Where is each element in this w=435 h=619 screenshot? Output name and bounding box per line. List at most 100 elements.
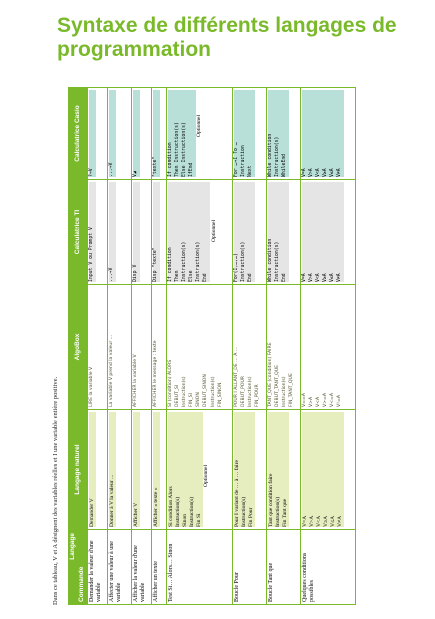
table-row: Demander la valeur d'une variable Demande… bbox=[87, 87, 108, 605]
command-cell: Afficher la valeur d'une variable bbox=[131, 529, 152, 605]
code-line: End bbox=[203, 182, 211, 282]
code-cell: While condition Instruction(s) WhileEnd bbox=[266, 87, 301, 180]
code-line: V≠A bbox=[337, 182, 345, 282]
code-line: FIN_SINON bbox=[217, 382, 223, 408]
code-cell: Afficher V bbox=[131, 409, 152, 530]
code-cell: For …→I To … Instruction Next bbox=[232, 87, 267, 180]
code-line: End bbox=[248, 182, 255, 282]
code-line: V=A bbox=[302, 182, 309, 282]
code-line: Instruction bbox=[241, 90, 248, 177]
code-cell: LIRE la variable V bbox=[87, 284, 108, 410]
optional-note: Optionnel bbox=[210, 220, 217, 242]
corner-cell: Langage Commande bbox=[68, 529, 88, 605]
code-line: V==A bbox=[302, 393, 307, 407]
command-cell: Afficher un texte bbox=[151, 529, 167, 605]
code-cell: Si condition Alors Instruction(s) Sinon Ins… bbox=[166, 409, 233, 530]
code-line: While condition bbox=[268, 90, 275, 177]
code-line: "texte" bbox=[153, 90, 160, 177]
code-cell: For(I,…,…) Instruction(s) End bbox=[232, 179, 267, 285]
code-cell: If condition Then Instruction(s) Else Instru… bbox=[166, 179, 233, 285]
code-line: FIN_TANT_QUE bbox=[289, 373, 295, 407]
code-line: V>A bbox=[309, 182, 316, 282]
code-line: Instruction(s) bbox=[248, 376, 254, 407]
command-cell: Boucle Tant que bbox=[266, 529, 301, 605]
code-cell: Pour I variant de … à … faire Instruction… bbox=[232, 409, 267, 530]
code-line: IfEnd bbox=[189, 90, 196, 177]
code-line: SINON bbox=[196, 392, 202, 407]
code-cell: ...→V bbox=[107, 87, 132, 180]
code-line: Instruction(s) bbox=[275, 412, 282, 527]
code-line: ...→V bbox=[109, 182, 116, 282]
command-cell: Test Si… Alors… Sinon bbox=[166, 529, 233, 605]
code-line: V=A bbox=[302, 90, 309, 177]
command-cell: Boucle Pour bbox=[232, 529, 267, 605]
optional-note: Optionnel bbox=[203, 465, 210, 487]
code-line: V≥A bbox=[323, 412, 330, 527]
code-line: Input V ou Prompt V bbox=[89, 182, 96, 282]
code-line: SI (condition) ALORS bbox=[168, 359, 173, 407]
code-line: LIRE la variable V bbox=[89, 366, 94, 407]
code-line: Else Instruction(s) bbox=[182, 90, 189, 177]
code-line: Instruction(s) bbox=[275, 90, 282, 177]
column-header: Langage naturel bbox=[68, 409, 88, 530]
code-line: Instruction(s) bbox=[282, 376, 288, 407]
code-line: V<A bbox=[316, 396, 322, 407]
code-line: Afficher V bbox=[133, 412, 140, 527]
table-row: Quelques conditions possibles V=A V>A V<A V≥… bbox=[300, 87, 356, 605]
table-wrapper: Langage Commande Langage naturel AlgoBox C… bbox=[68, 87, 356, 605]
code-line: V>=A bbox=[323, 393, 329, 407]
code-cell: SI (condition) ALORS DEBUT_SI Instruction(… bbox=[166, 284, 233, 410]
code-line: Instruction(s) bbox=[241, 412, 248, 527]
table-row: Boucle Tant que Tant que condition faire I… bbox=[266, 87, 301, 605]
code-line: V≤A bbox=[330, 412, 337, 527]
code-line: V<=A bbox=[330, 393, 336, 407]
code-cell: AFFICHER la variable V bbox=[131, 284, 152, 410]
code-line: For …→I To … bbox=[234, 90, 241, 177]
code-line: Fin Si bbox=[196, 412, 203, 527]
column-header: AlgoBox bbox=[68, 284, 88, 410]
code-line: V>A bbox=[309, 90, 316, 177]
code-line: Instruction(s) bbox=[182, 376, 188, 407]
code-cell: V=A V>A V<A V≥A V≤A V≠A bbox=[300, 409, 356, 530]
code-line: End bbox=[282, 182, 289, 282]
code-cell: If condition Then Instruction(s) Else Inst… bbox=[166, 87, 233, 180]
table-row: Test Si… Alors… Sinon Si condition Alors I… bbox=[166, 87, 233, 605]
code-line: Fin Pour bbox=[248, 412, 255, 527]
code-line: Demander V bbox=[89, 412, 96, 527]
code-cell: AFFICHER le message : texte bbox=[151, 284, 167, 410]
code-line: If condition bbox=[168, 182, 175, 282]
code-line: Disp "texte" bbox=[153, 182, 160, 282]
code-line: Disp V bbox=[133, 182, 140, 282]
code-line: V≥A bbox=[323, 90, 330, 177]
optional-note: Optionnel bbox=[196, 115, 203, 137]
code-line: DEBUT_SI bbox=[175, 384, 181, 407]
code-cell: Donner à V la valeur ... bbox=[107, 409, 132, 530]
code-cell: "texte" bbox=[151, 87, 167, 180]
corner-bottom: Commande bbox=[78, 566, 86, 602]
code-cell: ...→V bbox=[107, 179, 132, 285]
code-line: Instruction(s) bbox=[210, 376, 216, 407]
code-cell: POUR I ALLANT_DE … A … DEBUT_POUR Instruct… bbox=[232, 284, 267, 410]
page-title: Syntaxe de différents langages de progra… bbox=[57, 14, 397, 61]
code-cell: V=A V>A V<A V≥A V≤A V≠A bbox=[300, 179, 356, 285]
code-line: DEBUT_SINON bbox=[203, 374, 209, 407]
code-cell: Disp V bbox=[131, 179, 152, 285]
code-line: While condition bbox=[268, 182, 275, 282]
code-line: Pour I variant de … à … faire bbox=[234, 412, 241, 527]
code-line: V◢ bbox=[133, 90, 140, 177]
code-line: Instruction(s) bbox=[175, 412, 182, 527]
code-line: Instruction(s) bbox=[241, 182, 248, 282]
code-line: AFFICHER le message : texte bbox=[153, 340, 158, 407]
code-line: Si condition Alors bbox=[168, 412, 175, 527]
code-line: WhileEnd bbox=[282, 90, 289, 177]
code-line: Instruction(s) bbox=[182, 182, 189, 282]
code-line: Afficher « texte » bbox=[153, 412, 160, 527]
table-row: Afficher un texte Afficher « texte » AFFIC… bbox=[151, 87, 167, 605]
code-line: Instruction(s) bbox=[189, 412, 196, 527]
table-row: Afficher la valeur d'une variable Affiche… bbox=[131, 87, 152, 605]
code-line: DEBUT_POUR bbox=[241, 376, 247, 407]
code-line: V≤A bbox=[330, 182, 337, 282]
column-header: Calculatrice TI bbox=[68, 179, 88, 285]
caption: Dans ce tableau, V et A désignent des va… bbox=[52, 376, 59, 605]
code-cell: Afficher « texte » bbox=[151, 409, 167, 530]
